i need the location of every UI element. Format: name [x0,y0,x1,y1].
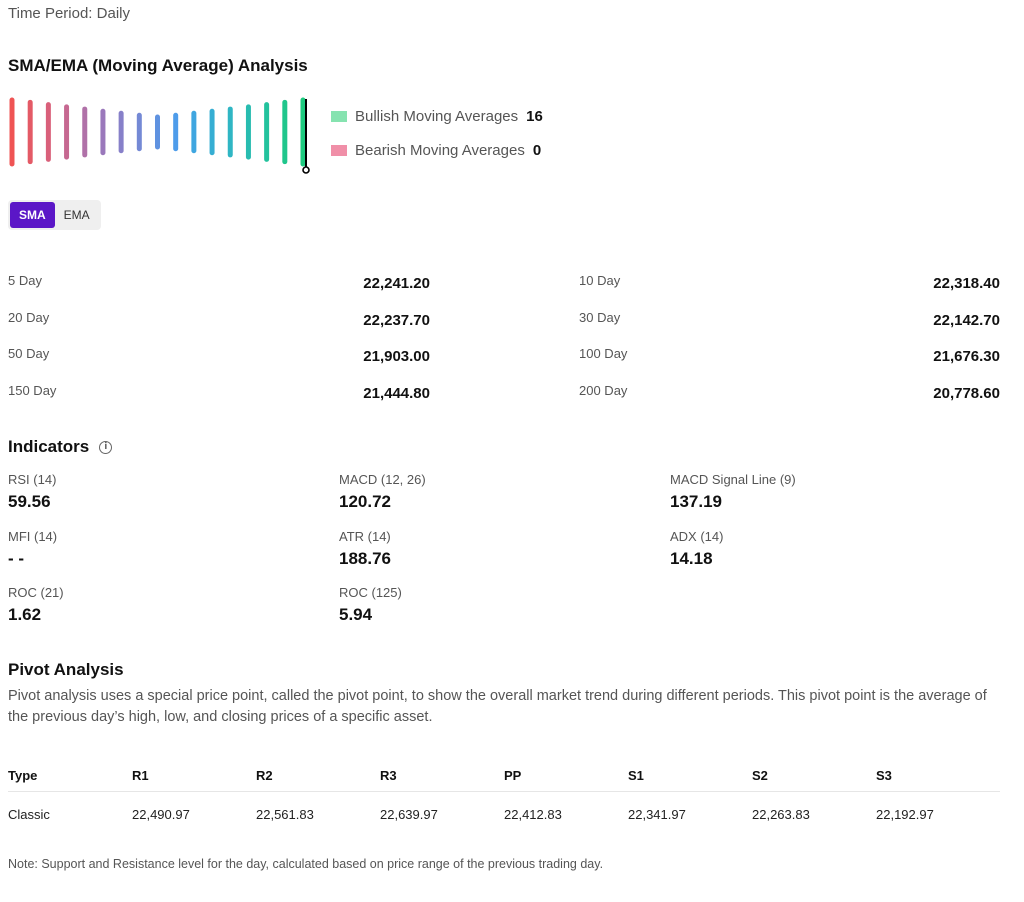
indicator-value: 1.62 [8,605,42,624]
bullish-count: 16 [526,108,543,125]
indicator-label: MFI (14) [8,529,58,544]
ma-right-value: 21,676.30 [933,348,1000,365]
pivot-cell: 22,263.83 [752,806,810,822]
ma-left-label: 50 Day [8,346,50,361]
indicator-label: MACD (12, 26) [339,472,426,487]
ma-left-value: 22,237.70 [363,312,430,329]
ma-left-label: 20 Day [8,310,50,325]
ma-right-value: 22,318.40 [933,275,1000,292]
ma-right-label: 100 Day [579,346,628,361]
indicators-title-text: Indicators [8,437,90,456]
indicator-atr: ATR (14) 188.76 [339,529,391,569]
indicator-label: ROC (21) [8,585,64,600]
indicator-adx: ADX (14) 14.18 [670,529,723,569]
ma-right-value: 22,142.70 [933,312,1000,329]
bearish-label: Bearish Moving Averages [355,142,525,159]
pivot-header-cell: PP [504,768,522,783]
ma-left-value: 21,444.80 [363,385,430,402]
time-period-label: Time Period: Daily [8,5,130,22]
ma-left-value: 21,903.00 [363,348,430,365]
info-icon[interactable]: i [99,440,113,454]
indicator-value: 188.76 [339,549,391,568]
pivot-cell: 22,561.83 [256,806,314,822]
indicator-label: MACD Signal Line (9) [670,472,796,487]
ma-right-value: 20,778.60 [933,385,1000,402]
sma-ema-toggle: SMA EMA [8,200,101,230]
pivot-cell: Classic [8,806,50,822]
pivot-cell: 22,341.97 [628,806,686,822]
pivot-cell: 22,490.97 [132,806,190,822]
ma-right-label: 30 Day [579,310,621,325]
pivot-header-cell: S2 [752,768,768,783]
indicator-value: 137.19 [670,492,722,511]
indicator-label: RSI (14) [8,472,57,487]
pivot-cell: 22,192.97 [876,806,934,822]
pivot-note: Note: Support and Resistance level for t… [8,857,604,871]
sma-toggle-button[interactable]: SMA [10,202,55,228]
pivot-cell: 22,639.97 [380,806,438,822]
bullish-label: Bullish Moving Averages [355,108,519,125]
pivot-header-cell: S3 [876,768,892,783]
pivot-cell: 22,412.83 [504,806,562,822]
ma-left-label: 150 Day [8,383,57,398]
table-row: Classic 22,490.97 22,561.83 22,639.97 22… [8,792,1000,836]
indicator-roc-21: ROC (21) 1.62 [8,585,64,625]
pivot-header-cell: Type [8,768,38,783]
indicators-title: Indicators i [8,437,113,457]
moving-average-gauge [9,97,310,174]
indicator-value: 5.94 [339,605,373,624]
ma-left-label: 5 Day [8,273,42,288]
bullish-swatch [331,111,347,122]
indicator-value: 14.18 [670,549,713,568]
gauge-needle-knob [302,166,310,174]
legend-bullish: Bullish Moving Averages 16 [331,108,543,125]
pivot-header-cell: S1 [628,768,644,783]
indicator-roc-125: ROC (125) 5.94 [339,585,402,625]
indicator-mfi: MFI (14) - - [8,529,57,569]
indicator-value: 59.56 [8,492,51,511]
bearish-count: 0 [532,142,542,159]
pivot-header-cell: R3 [380,768,397,783]
pivot-table: Type R1 R2 R3 PP S1 S2 S3 Classic 22,490… [8,760,1000,836]
pivot-header-cell: R1 [132,768,149,783]
indicator-macd-signal: MACD Signal Line (9) 137.19 [670,472,796,512]
pivot-description: Pivot analysis uses a special price poin… [8,688,987,725]
pivot-table-header: Type R1 R2 R3 PP S1 S2 S3 [8,760,1000,792]
ma-left-value: 22,241.20 [363,275,430,292]
pivot-header-cell: R2 [256,768,273,783]
legend-bearish: Bearish Moving Averages 0 [331,142,541,159]
indicator-macd: MACD (12, 26) 120.72 [339,472,426,512]
indicator-value: 120.72 [339,492,391,511]
pivot-title: Pivot Analysis [8,660,124,679]
indicator-label: ROC (125) [339,585,402,600]
ma-section-title: SMA/EMA (Moving Average) Analysis [8,56,308,75]
ema-toggle-button[interactable]: EMA [63,208,90,222]
indicator-rsi: RSI (14) 59.56 [8,472,56,512]
ma-right-label: 200 Day [579,383,628,398]
indicator-label: ADX (14) [670,529,724,544]
bearish-swatch [331,145,347,156]
indicator-value: - - [8,549,25,568]
ma-right-label: 10 Day [579,273,621,288]
indicator-label: ATR (14) [339,529,391,544]
